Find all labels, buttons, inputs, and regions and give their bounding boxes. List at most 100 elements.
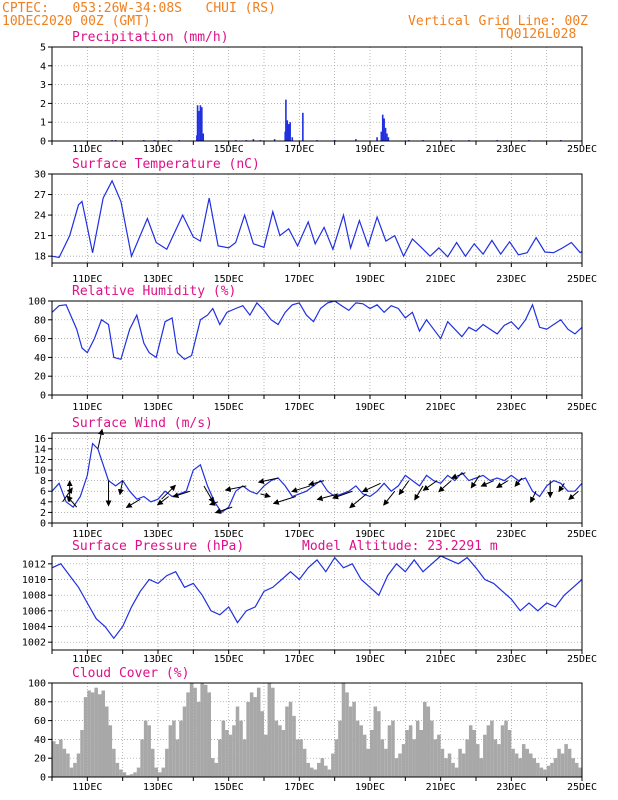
wind-vector <box>480 480 494 487</box>
bar-cloud <box>235 706 240 777</box>
xtick-label-cloud: 25DEC <box>567 782 597 793</box>
bar-precip <box>302 112 304 141</box>
xtick-label-cloud: 11DEC <box>72 782 102 793</box>
wind-vector <box>156 496 169 506</box>
bar-cloud <box>391 720 395 777</box>
ytick-label-rh: 40 <box>34 353 46 364</box>
bar-cloud <box>401 744 406 777</box>
wind-vector <box>291 485 311 493</box>
bar-precip <box>285 99 287 141</box>
bar-precip <box>201 107 203 141</box>
panel-title-rh: Relative Humidity (%) <box>72 284 236 299</box>
xtick-label-rh: 11DEC <box>72 402 102 413</box>
xtick-label-wind: 13DEC <box>143 529 173 540</box>
ytick-label-cloud: 40 <box>34 735 46 746</box>
xtick-label-wind: 25DEC <box>567 529 597 540</box>
bar-cloud <box>129 774 134 777</box>
bar-precip <box>381 114 384 141</box>
wind-vector <box>272 496 296 505</box>
xtick-label-cloud: 23DEC <box>496 782 526 793</box>
bar-cloud <box>207 692 211 777</box>
bar-cloud <box>73 762 77 777</box>
xtick-label-pres: 21DEC <box>426 654 456 665</box>
bar-cloud <box>193 687 197 777</box>
bar-cloud <box>536 762 540 777</box>
bar-cloud <box>412 739 416 777</box>
bar-cloud <box>497 744 501 777</box>
bar-cloud <box>465 739 469 777</box>
bar-cloud <box>380 739 385 777</box>
wind-vector <box>383 490 396 506</box>
bar-cloud <box>83 697 88 777</box>
bar-cloud <box>101 690 105 777</box>
bar-precip <box>384 127 387 141</box>
bar-cloud <box>546 765 551 777</box>
bar-cloud <box>281 730 286 777</box>
xtick-label-precip: 21DEC <box>426 144 456 155</box>
wind-vector <box>361 482 381 493</box>
ytick-label-pres: 1010 <box>22 575 46 586</box>
bar-cloud <box>324 765 328 777</box>
bar-cloud <box>211 758 215 777</box>
ytick-label-cloud: 60 <box>34 716 46 727</box>
wind-vector <box>97 428 104 449</box>
ytick-label-wind: 8 <box>40 476 46 487</box>
bar-cloud <box>214 762 219 777</box>
bar-cloud <box>274 720 279 777</box>
bar-cloud <box>504 720 508 777</box>
bar-cloud <box>370 730 374 777</box>
wind-vector <box>161 484 176 500</box>
bar-cloud <box>511 748 515 777</box>
bar-cloud <box>115 762 120 777</box>
bar-precip <box>386 133 388 141</box>
xtick-label-pres: 15DEC <box>214 654 244 665</box>
series-line-rh <box>51 300 583 361</box>
xtick-label-rh: 23DEC <box>496 402 526 413</box>
ytick-label-rh: 0 <box>40 391 46 402</box>
ytick-label-precip: 1 <box>40 118 46 129</box>
plot-frame-pres <box>51 555 583 651</box>
bar-cloud <box>136 767 141 777</box>
ytick-label-wind: 12 <box>34 455 46 466</box>
xtick-label-precip: 23DEC <box>496 144 526 155</box>
bar-cloud <box>161 767 166 777</box>
ytick-label-rh: 20 <box>34 372 46 383</box>
bar-cloud <box>334 739 339 777</box>
bar-cloud <box>225 730 229 777</box>
bar-cloud <box>564 744 568 777</box>
bar-cloud <box>69 767 74 777</box>
bar-cloud <box>359 725 363 777</box>
xtick-label-cloud: 15DEC <box>214 782 244 793</box>
panel-precip <box>48 46 583 145</box>
wind-vector <box>558 483 565 493</box>
panel-title-cloud: Cloud Cover (%) <box>72 666 189 681</box>
bar-cloud <box>408 725 413 777</box>
bar-precip <box>273 139 276 141</box>
panel-title-precip: Precipitation (mm/h) <box>72 30 229 45</box>
xtick-label-wind: 11DEC <box>72 529 102 540</box>
bar-cloud <box>313 769 317 777</box>
ytick-label-wind: 2 <box>40 508 46 519</box>
ytick-label-cloud: 80 <box>34 697 46 708</box>
bar-cloud <box>433 739 438 777</box>
bar-cloud <box>327 769 332 777</box>
bar-cloud <box>461 753 466 777</box>
bar-cloud <box>419 730 423 777</box>
bar-cloud <box>126 775 130 777</box>
bar-cloud <box>288 701 293 777</box>
bar-cloud <box>468 725 473 777</box>
bar-cloud <box>158 772 162 777</box>
wind-vector <box>172 490 190 498</box>
bar-cloud <box>529 753 533 777</box>
xtick-label-pres: 11DEC <box>72 654 102 665</box>
bar-cloud <box>507 730 512 777</box>
ytick-label-precip: 3 <box>40 80 46 91</box>
bar-cloud <box>426 706 431 777</box>
bar-cloud <box>483 734 487 777</box>
bar-cloud <box>543 769 547 777</box>
bar-cloud <box>476 744 480 777</box>
bar-cloud <box>387 725 392 777</box>
bar-cloud <box>239 720 243 777</box>
xtick-label-precip: 19DEC <box>355 144 385 155</box>
bar-cloud <box>532 758 537 777</box>
